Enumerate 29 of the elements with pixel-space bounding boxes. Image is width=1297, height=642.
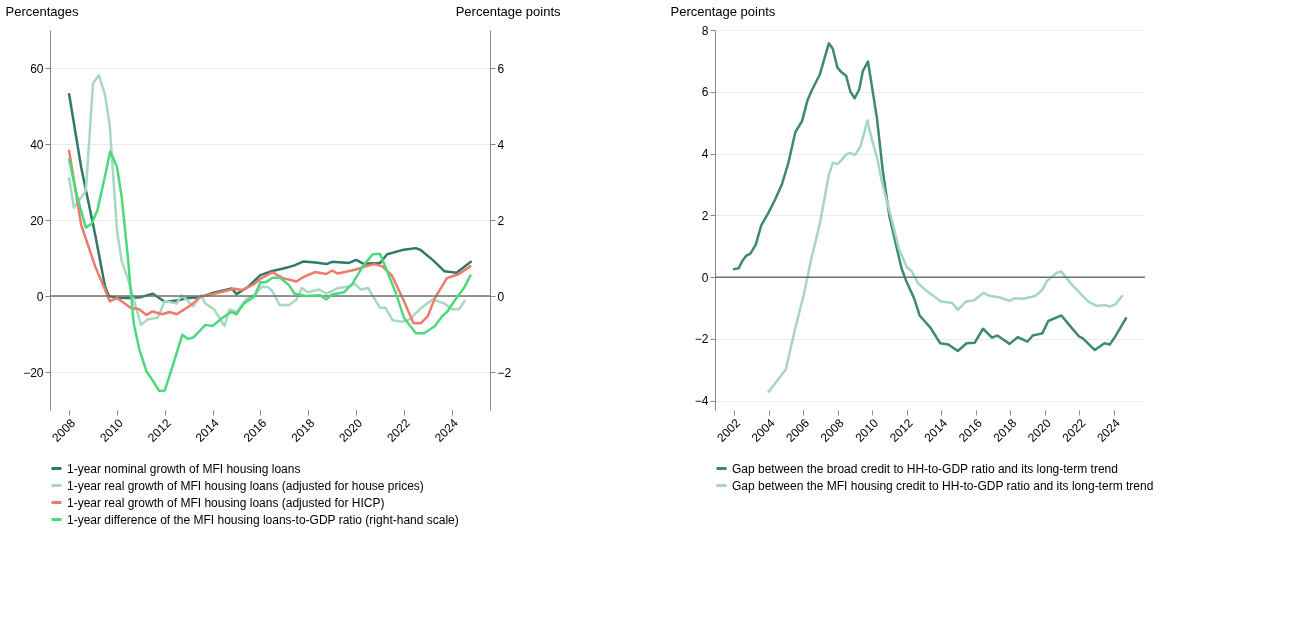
y-tick-label: −2 bbox=[694, 332, 709, 347]
y-tick-label: 2 bbox=[701, 208, 709, 223]
line-series bbox=[67, 150, 472, 393]
y-axis-title: Percentages bbox=[5, 3, 79, 19]
y2-tick-label: −2 bbox=[497, 365, 512, 380]
line-series bbox=[732, 42, 1128, 353]
y-tick-label: 0 bbox=[36, 289, 44, 304]
legend-label: Gap between the MFI housing credit to HH-to-GDP ratio and its long-term trend bbox=[732, 478, 1154, 493]
y2-tick-label: 0 bbox=[497, 289, 505, 304]
legend-label: Gap between the broad credit to HH-to-GDP ratio and its long-term trend bbox=[732, 461, 1118, 476]
y2-tick-label: 2 bbox=[497, 213, 505, 228]
y-tick-label: −20 bbox=[23, 365, 44, 380]
y-tick-label: 20 bbox=[30, 213, 44, 228]
y2-tick-label: 4 bbox=[497, 137, 505, 152]
y-tick-label: 6 bbox=[701, 85, 709, 100]
legend-label: 1-year real growth of MFI housing loans (adjusted for HICP) bbox=[67, 495, 385, 510]
y-tick-label: 0 bbox=[701, 270, 709, 285]
y-tick-label: 40 bbox=[30, 137, 44, 152]
y-tick-label: 60 bbox=[30, 61, 44, 76]
line-series bbox=[767, 119, 1124, 394]
y-axis-title: Percentage points bbox=[670, 3, 776, 19]
legend-label: 1-year difference of the MFI housing loans-to-GDP ratio (right-hand scale) bbox=[67, 512, 459, 527]
y-tick-label: 8 bbox=[701, 23, 709, 38]
y-tick-label: 4 bbox=[701, 147, 709, 162]
y2-tick-label: 6 bbox=[497, 61, 505, 76]
legend-label: 1-year nominal growth of MFI housing loans bbox=[67, 461, 301, 476]
y-tick-label: −4 bbox=[694, 394, 709, 409]
legend-label: 1-year real growth of MFI housing loans (adjusted for house prices) bbox=[67, 478, 424, 493]
y2-axis-title: Percentage points bbox=[455, 3, 561, 19]
